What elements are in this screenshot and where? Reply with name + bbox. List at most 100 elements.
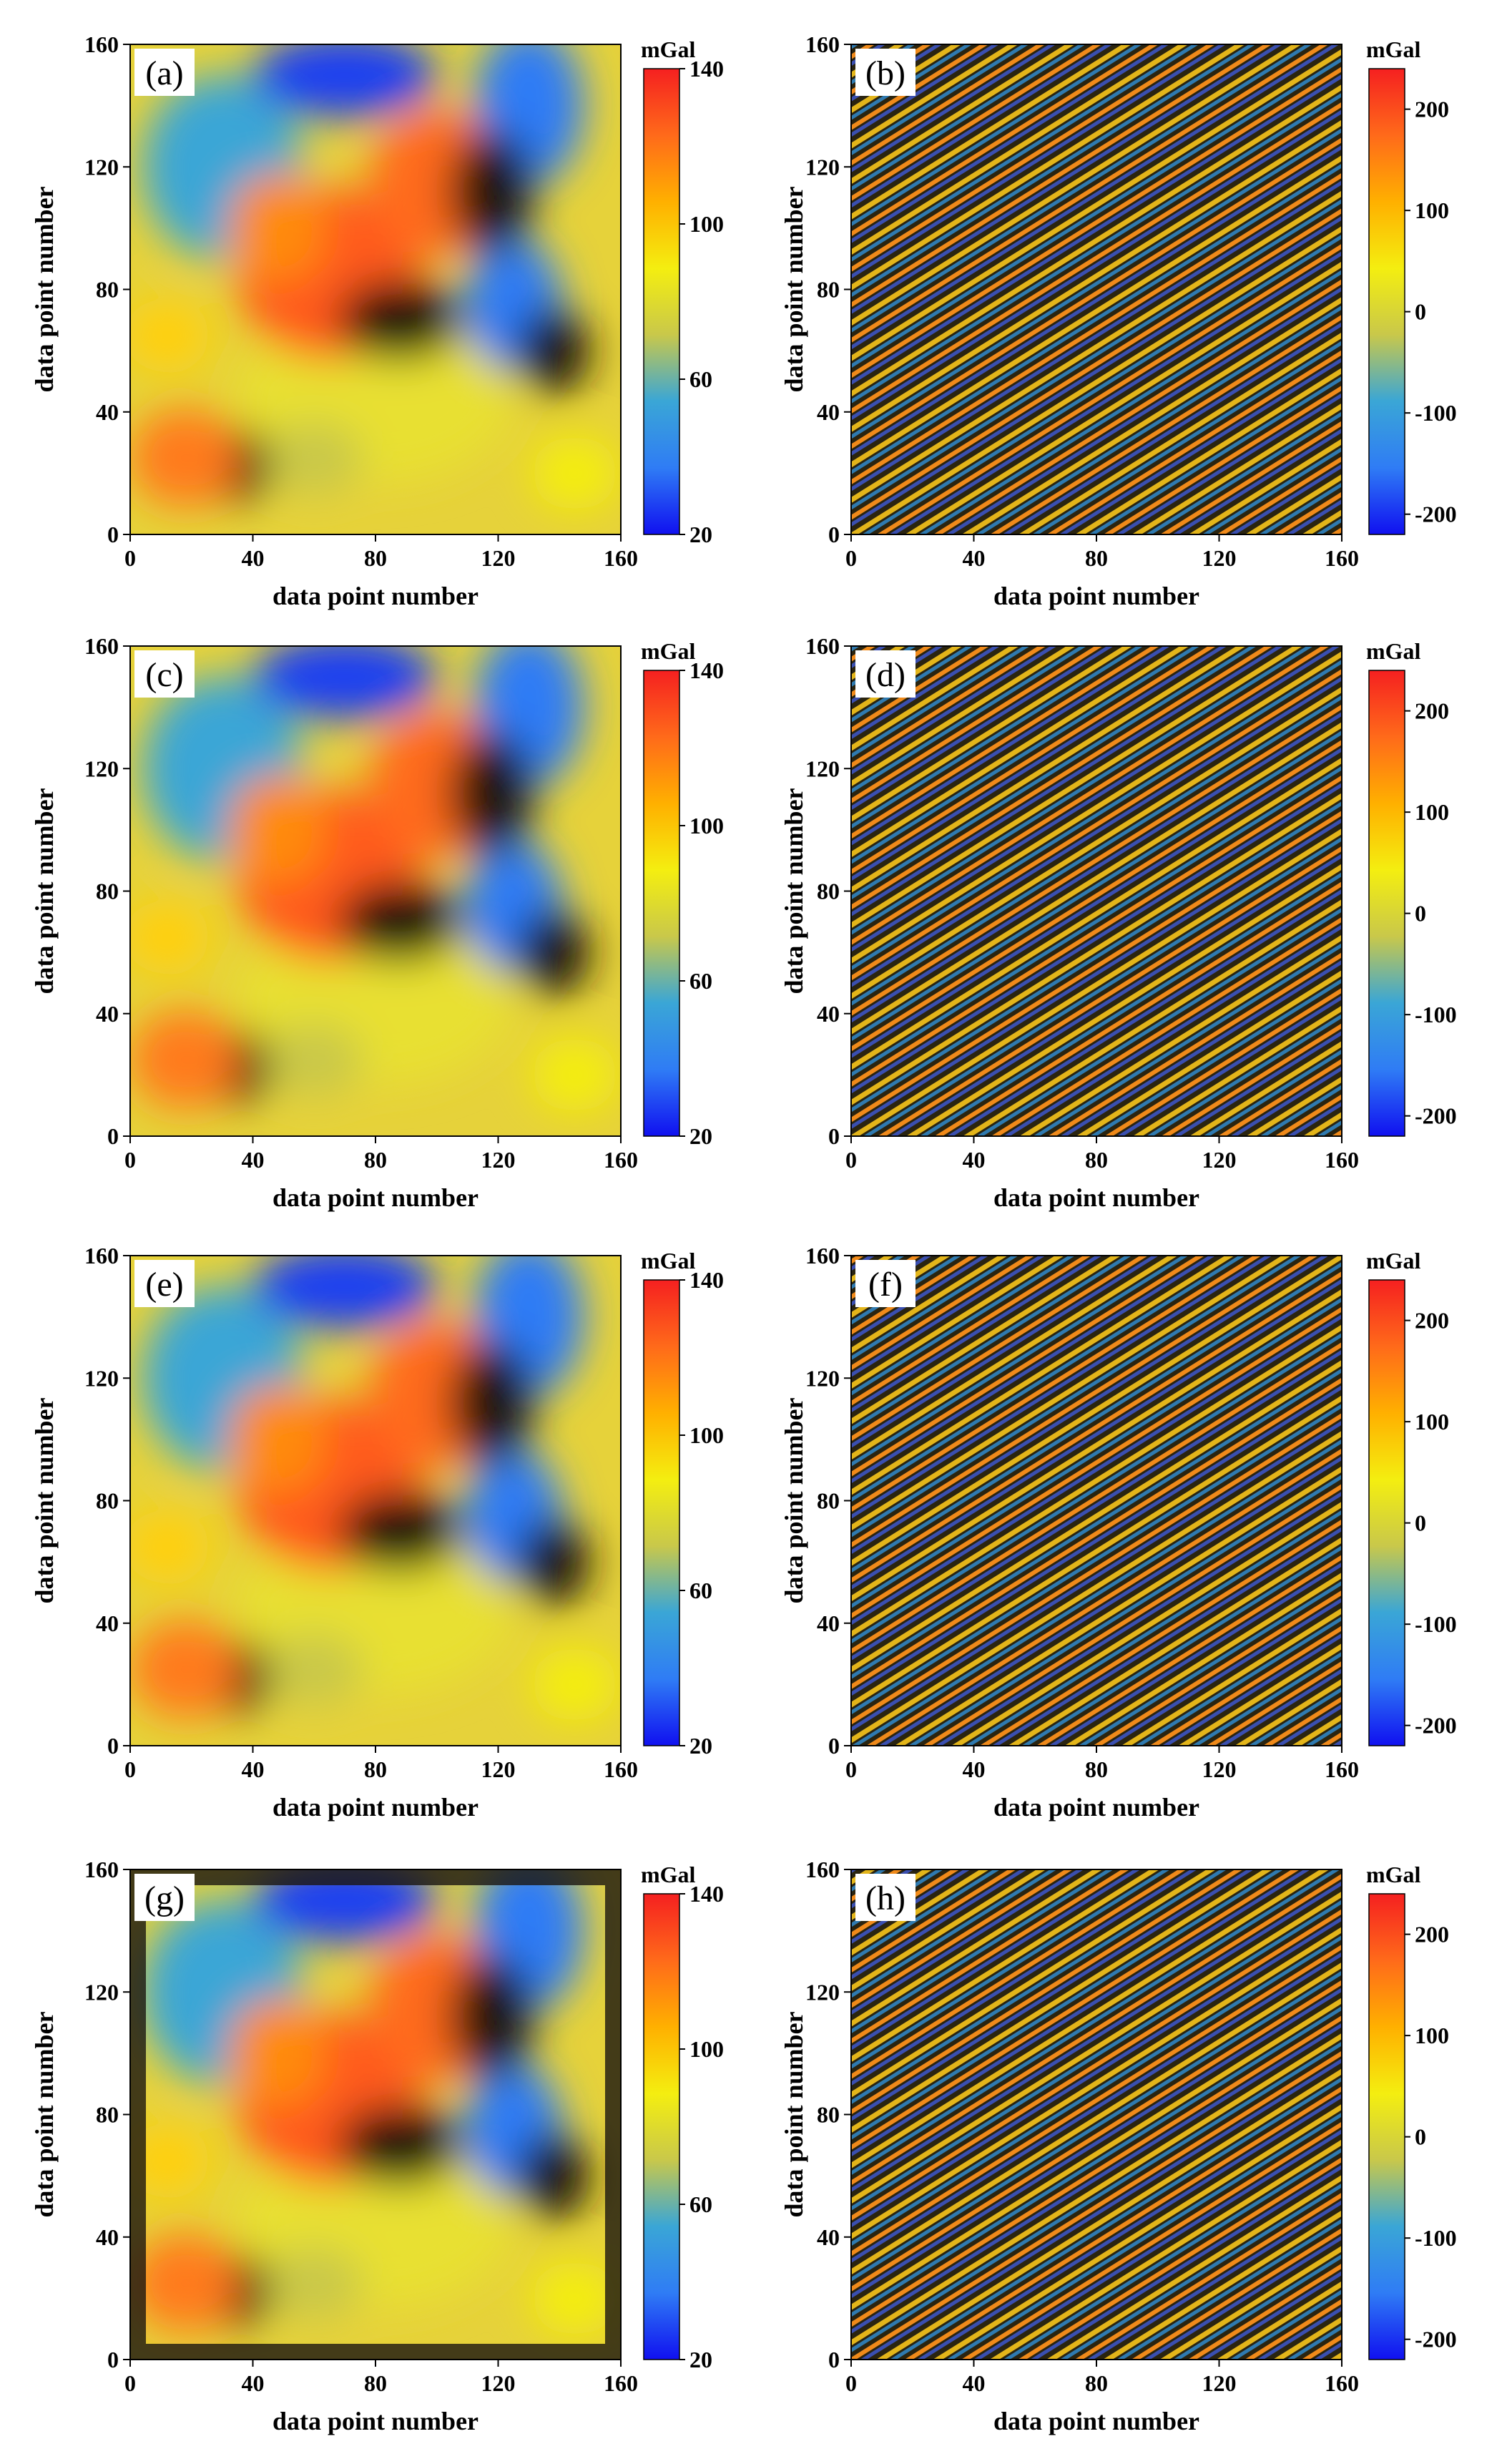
heatmap-area xyxy=(851,44,1342,534)
heatmap-field xyxy=(851,1869,1342,2360)
x-tick-label: 120 xyxy=(481,545,516,571)
y-axis-label: data point number xyxy=(780,1397,808,1603)
heatmap-area xyxy=(130,44,621,534)
anomaly-blob xyxy=(265,2246,363,2320)
colorbar-tick-label: -200 xyxy=(1415,2327,1457,2352)
anomaly-blob xyxy=(228,172,327,283)
chart-panel: 0 40 80 120 160 0 40 80 120 160 data point number d… xyxy=(780,31,1457,610)
panel-tag: (b) xyxy=(865,54,905,92)
colorbar xyxy=(643,1893,680,2360)
chart-panel: 0 40 80 120 160 0 40 80 120 160 data point number d… xyxy=(30,1857,724,2435)
colorbar xyxy=(643,68,680,535)
y-tick-label: 0 xyxy=(828,1123,840,1149)
colorbar-tick-label: 140 xyxy=(689,1881,724,1907)
colorbar-tick-label: 200 xyxy=(1415,97,1449,122)
chart-panel: 0 40 80 120 160 0 40 80 120 160 data point number d… xyxy=(30,31,724,610)
y-tick-label: 160 xyxy=(805,633,840,659)
x-tick-label: 160 xyxy=(1325,2370,1359,2396)
colorbar-tick-label: 60 xyxy=(689,366,712,392)
anomaly-blob xyxy=(516,1519,591,1605)
colorbar-tick-label: 20 xyxy=(689,522,712,547)
colorbar xyxy=(1368,1893,1405,2360)
x-axis-label: data point number xyxy=(993,2407,1199,2435)
y-tick-label: 80 xyxy=(96,2102,119,2128)
colorbar-tick-label: 60 xyxy=(689,968,712,994)
y-tick-label: 40 xyxy=(817,2224,840,2250)
y-axis-label: data point number xyxy=(30,1397,59,1603)
y-tick-label: 160 xyxy=(84,1243,119,1268)
x-axis-label: data point number xyxy=(273,1183,478,1212)
x-tick-label: 40 xyxy=(963,1147,986,1173)
y-tick-label: 120 xyxy=(84,1365,119,1391)
y-tick-label: 80 xyxy=(817,879,840,904)
anomaly-blob xyxy=(265,1632,363,1706)
x-tick-label: 0 xyxy=(124,2370,136,2396)
y-tick-label: 0 xyxy=(828,1733,840,1759)
x-tick-label: 80 xyxy=(364,1756,387,1782)
panel-tag: (a) xyxy=(145,54,183,92)
y-axis-label: data point number xyxy=(780,186,808,392)
colorbar-tick-label: -100 xyxy=(1415,1611,1457,1637)
panel-tag-background xyxy=(134,650,195,698)
anomaly-blob xyxy=(448,129,535,253)
y-tick-label: 120 xyxy=(84,1979,119,2005)
colorbar-tick-label: 200 xyxy=(1415,698,1449,724)
heatmap-area xyxy=(851,646,1342,1136)
y-tick-label: 80 xyxy=(817,1488,840,1514)
heatmap-area xyxy=(851,1256,1342,1746)
panel-tag-background xyxy=(855,650,915,698)
y-tick-label: 120 xyxy=(84,154,119,180)
colorbar-unit: mGal xyxy=(1366,1862,1421,1887)
y-tick-label: 0 xyxy=(107,522,119,547)
y-tick-label: 160 xyxy=(84,31,119,57)
heatmap-area xyxy=(130,1256,621,1746)
colorbar-tick-label: -100 xyxy=(1415,2225,1457,2251)
chart-panel: 0 40 80 120 160 0 40 80 120 160 data point number d… xyxy=(30,1243,724,1822)
anomaly-blob xyxy=(252,1869,437,1943)
panel-tag-background xyxy=(134,1874,195,1921)
anomaly-blob xyxy=(531,2262,618,2335)
y-tick-label: 0 xyxy=(828,2347,840,2372)
anomaly-blob xyxy=(130,1620,241,1719)
colorbar-tick-label: 0 xyxy=(1415,2124,1426,2150)
anomaly-blob xyxy=(130,1510,210,1584)
y-axis-label: data point number xyxy=(30,788,59,994)
colorbar-tick-label: 60 xyxy=(689,2191,712,2217)
anomaly-blob xyxy=(130,1010,241,1109)
heatmap-anomalies xyxy=(130,1869,618,2335)
heatmap-anomalies xyxy=(130,1256,618,1721)
y-tick-label: 40 xyxy=(96,2224,119,2250)
heatmap-field xyxy=(851,44,1342,534)
x-axis-label: data point number xyxy=(993,1793,1199,1822)
x-axis-label: data point number xyxy=(273,1793,478,1822)
x-tick-label: 160 xyxy=(1325,545,1359,571)
colorbar xyxy=(1368,68,1405,535)
colorbar-tick-label: 20 xyxy=(689,1123,712,1149)
x-tick-label: 160 xyxy=(1325,1147,1359,1173)
anomaly-blob xyxy=(531,1648,618,1721)
x-tick-label: 40 xyxy=(242,1756,265,1782)
colorbar-tick-label: 60 xyxy=(689,1578,712,1603)
colorbar-tick-label: 20 xyxy=(689,1733,712,1759)
colorbar-tick-label: 100 xyxy=(689,2036,724,2062)
panel-tag-background xyxy=(134,1260,195,1307)
colorbar-tick-label: 100 xyxy=(689,813,724,839)
anomaly-blob xyxy=(130,2234,241,2332)
y-axis-label: data point number xyxy=(30,2011,59,2217)
anomaly-blob xyxy=(448,1955,535,2078)
colorbar-tick-label: 140 xyxy=(689,657,724,683)
colorbar-tick-label: 100 xyxy=(1415,197,1449,223)
anomaly-blob xyxy=(531,436,618,510)
chart-panel: 0 40 80 120 160 0 40 80 120 160 data point number d… xyxy=(30,633,724,1212)
y-axis-label: data point number xyxy=(780,788,808,994)
y-tick-label: 160 xyxy=(805,1243,840,1268)
y-tick-label: 80 xyxy=(96,1488,119,1514)
colorbar-tick-label: 100 xyxy=(1415,799,1449,825)
x-tick-label: 80 xyxy=(1085,1756,1108,1782)
colorbar-unit: mGal xyxy=(641,36,696,62)
panel-tag: (d) xyxy=(865,656,905,694)
x-tick-label: 40 xyxy=(242,2370,265,2396)
colorbar-tick-label: 100 xyxy=(1415,1409,1449,1434)
y-tick-label: 160 xyxy=(805,1857,840,1882)
heatmap-area xyxy=(130,646,621,1136)
